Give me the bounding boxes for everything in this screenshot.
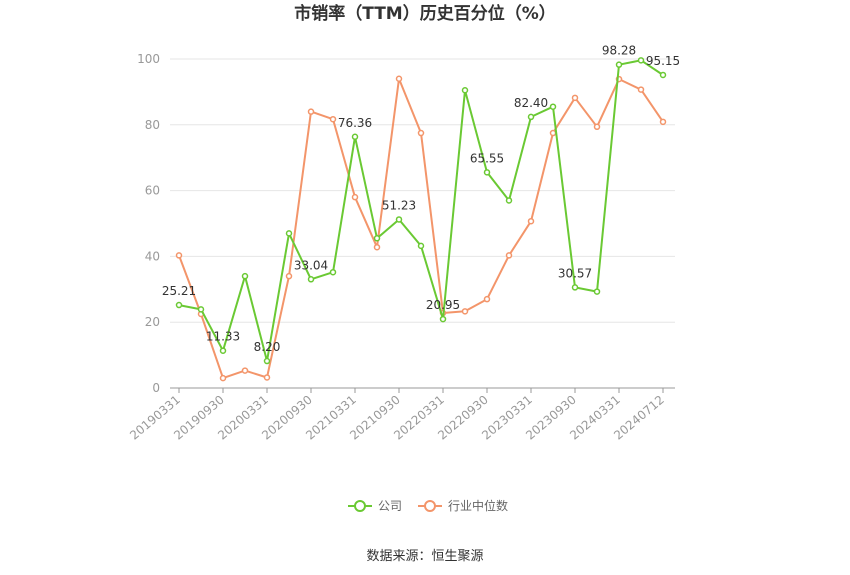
series-company xyxy=(175,57,667,365)
data-point[interactable] xyxy=(263,357,271,365)
data-point[interactable] xyxy=(483,295,491,303)
data-point[interactable] xyxy=(637,86,645,93)
data-point[interactable] xyxy=(549,129,557,137)
data-point[interactable] xyxy=(197,306,205,313)
data-point[interactable] xyxy=(219,374,227,382)
x-axis: 2019033120190930202003312020093020210331… xyxy=(127,387,675,443)
data-point[interactable] xyxy=(571,94,579,102)
data-point[interactable] xyxy=(637,57,645,64)
y-tick-label: 0 xyxy=(152,381,160,395)
data-point[interactable] xyxy=(219,347,227,354)
data-point[interactable] xyxy=(241,367,249,374)
data-point[interactable] xyxy=(351,193,359,201)
series-line xyxy=(178,59,664,362)
data-point[interactable] xyxy=(593,123,601,131)
data-label: 76.36 xyxy=(338,116,372,130)
y-axis: 0 20 40 60 80 100 xyxy=(137,52,160,395)
y-tick-label: 60 xyxy=(145,184,160,198)
data-point[interactable] xyxy=(593,288,601,295)
data-point[interactable] xyxy=(329,268,337,276)
legend-marker xyxy=(424,500,436,512)
legend-marker xyxy=(354,500,366,512)
grid-lines xyxy=(170,58,675,323)
data-point[interactable] xyxy=(571,284,579,291)
data-label: 33.04 xyxy=(294,258,328,272)
data-point[interactable] xyxy=(175,301,183,309)
data-point[interactable] xyxy=(417,129,425,137)
data-label: 51.23 xyxy=(382,198,416,212)
series-industry-median xyxy=(175,75,667,382)
data-point[interactable] xyxy=(175,252,183,259)
legend[interactable]: 公司 行业中位数 xyxy=(348,498,508,513)
data-point[interactable] xyxy=(373,235,381,242)
data-point[interactable] xyxy=(351,133,359,141)
data-label: 25.21 xyxy=(162,284,196,298)
series-line xyxy=(178,77,664,380)
data-label: 98.28 xyxy=(602,44,636,58)
data-point[interactable] xyxy=(659,71,667,79)
data-label: 95.15 xyxy=(646,54,680,68)
y-tick-label: 40 xyxy=(145,249,160,263)
legend-label: 行业中位数 xyxy=(448,498,508,513)
data-point[interactable] xyxy=(461,308,469,315)
data-point[interactable] xyxy=(373,243,381,251)
data-label: 65.55 xyxy=(470,151,504,165)
data-point[interactable] xyxy=(505,197,513,204)
data-labels: 25.21 11.33 8.20 33.04 76.36 51.23 20.95 65.55 8… xyxy=(162,44,680,354)
data-label: 82.40 xyxy=(514,96,548,110)
data-point[interactable] xyxy=(241,272,249,280)
data-point[interactable] xyxy=(395,216,403,223)
data-point[interactable] xyxy=(483,169,491,176)
data-label: 8.20 xyxy=(254,340,281,354)
data-point[interactable] xyxy=(329,115,337,123)
legend-item-company[interactable]: 公司 xyxy=(348,499,402,513)
data-point[interactable] xyxy=(527,113,535,121)
data-point[interactable] xyxy=(615,61,623,68)
data-point[interactable] xyxy=(285,230,293,237)
data-point[interactable] xyxy=(439,315,447,323)
legend-item-industry-median[interactable]: 行业中位数 xyxy=(418,498,508,513)
data-point[interactable] xyxy=(549,103,557,110)
data-point[interactable] xyxy=(505,252,513,259)
data-label: 20.95 xyxy=(426,298,460,312)
data-point[interactable] xyxy=(285,272,293,280)
data-label: 11.33 xyxy=(206,330,240,344)
data-point[interactable] xyxy=(527,217,535,225)
data-point[interactable] xyxy=(263,374,271,381)
data-point[interactable] xyxy=(307,276,315,283)
data-point[interactable] xyxy=(659,118,667,126)
chart-title: 市销率（TTM）历史百分位（%） xyxy=(294,3,556,24)
y-tick-label: 100 xyxy=(137,52,160,66)
data-label: 30.57 xyxy=(558,266,592,280)
data-point[interactable] xyxy=(395,75,403,82)
series-layer xyxy=(175,57,667,382)
source-note: 数据来源：恒生聚源 xyxy=(366,549,483,564)
y-tick-label: 20 xyxy=(145,315,160,329)
data-point[interactable] xyxy=(461,87,469,94)
legend-label: 公司 xyxy=(378,499,402,513)
data-point[interactable] xyxy=(307,108,315,115)
y-tick-label: 80 xyxy=(145,118,160,132)
data-point[interactable] xyxy=(417,242,425,250)
